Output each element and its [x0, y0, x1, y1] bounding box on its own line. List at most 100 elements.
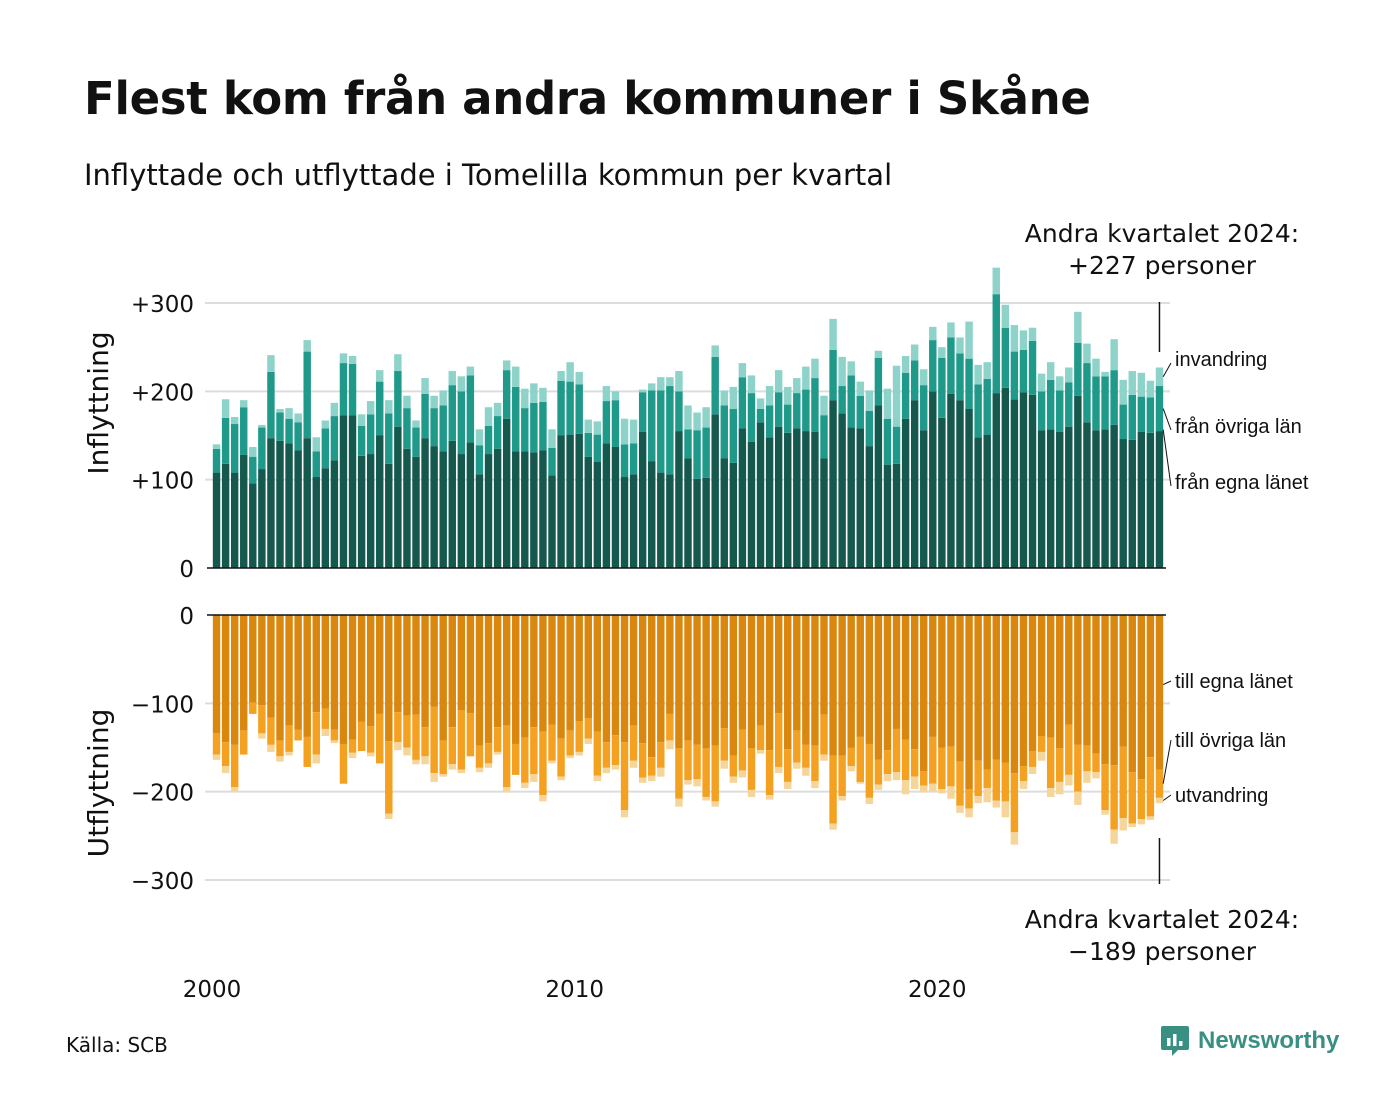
- bar-in-own-county: [1119, 439, 1127, 568]
- bar-in-own-county: [620, 477, 629, 568]
- bar-out-emigration: [267, 744, 275, 752]
- bar-out-own-county: [838, 615, 846, 756]
- bar-out-emigration: [756, 750, 765, 754]
- bar-out-own-county: [1092, 615, 1100, 754]
- bar-in-own-county: [593, 462, 602, 568]
- bar-out-other-counties: [385, 741, 393, 814]
- bar-out-own-county: [1128, 615, 1136, 773]
- series-label: till övriga län: [1175, 730, 1286, 752]
- bar-in-other-counties: [1028, 340, 1037, 395]
- bar-out-emigration: [366, 752, 375, 757]
- bar-in-immigration: [920, 369, 928, 386]
- bar-out-other-counties: [285, 725, 293, 752]
- bar-out-own-county: [910, 615, 919, 750]
- bar-in-other-counties: [847, 375, 855, 428]
- bar-out-own-county: [285, 615, 293, 726]
- bar-out-other-counties: [666, 713, 674, 741]
- bar-in-immigration: [521, 388, 529, 409]
- bar-in-other-counties: [611, 400, 620, 447]
- bar-in-other-counties: [910, 360, 919, 401]
- bar-in-immigration: [1110, 339, 1118, 371]
- bar-out-emigration: [403, 747, 411, 756]
- bar-in-own-county: [611, 446, 620, 568]
- bar-in-own-county: [992, 393, 1000, 568]
- bar-out-own-county: [675, 615, 683, 749]
- bar-out-own-county: [684, 615, 692, 741]
- bar-in-other-counties: [675, 391, 683, 432]
- bar-out-other-counties: [1137, 779, 1146, 820]
- bar-out-emigration: [448, 764, 456, 770]
- y-tick-label: −100: [131, 692, 194, 718]
- bar-out-own-county: [847, 615, 855, 748]
- bar-in-other-counties: [521, 408, 529, 452]
- bar-out-own-county: [448, 615, 456, 728]
- bar-in-immigration: [657, 377, 665, 391]
- chart-subtitle: Inflyttade och utflyttade i Tomelilla ko…: [84, 158, 893, 192]
- bar-in-immigration: [1155, 367, 1164, 387]
- bar-in-other-counties: [539, 401, 547, 451]
- bar-out-other-counties: [947, 746, 955, 787]
- bar-in-immigration: [285, 408, 293, 419]
- bar-in-own-county: [548, 475, 556, 568]
- bar-in-other-counties: [1119, 404, 1127, 440]
- bar-in-other-counties: [312, 451, 320, 478]
- bar-in-other-counties: [892, 426, 901, 464]
- bar-out-other-counties: [357, 721, 366, 752]
- bar-in-immigration: [802, 366, 810, 390]
- bar-out-own-county: [1010, 615, 1019, 774]
- bar-out-emigration: [729, 776, 738, 783]
- bar-out-emigration: [312, 754, 320, 764]
- bar-out-emigration: [394, 742, 402, 751]
- bar-in-own-county: [240, 454, 248, 568]
- bar-out-emigration: [774, 766, 783, 774]
- bar-in-other-counties: [212, 448, 221, 473]
- bar-in-own-county: [357, 455, 366, 568]
- bar-out-own-county: [629, 615, 638, 726]
- bar-in-own-county: [1037, 430, 1046, 568]
- top-callout-line1: Andra kvartalet 2024:: [1024, 219, 1300, 248]
- bar-in-other-counties: [874, 357, 883, 406]
- newsworthy-logo[interactable]: Newsworthy: [1160, 1024, 1339, 1058]
- bar-in-own-county: [738, 428, 747, 568]
- bar-in-other-counties: [756, 409, 765, 423]
- bar-out-own-county: [620, 615, 629, 743]
- bar-in-immigration: [312, 437, 320, 452]
- bar-out-own-county: [920, 615, 928, 772]
- bar-out-emigration: [638, 777, 647, 783]
- bar-out-own-county: [720, 615, 728, 729]
- bar-in-immigration: [1019, 330, 1028, 350]
- bar-out-other-counties: [811, 745, 819, 782]
- bar-in-immigration: [294, 413, 302, 423]
- bar-in-own-county: [693, 478, 701, 568]
- bar-out-other-counties: [457, 710, 466, 770]
- bar-in-immigration: [1074, 311, 1082, 343]
- bar-out-other-counties: [221, 742, 230, 767]
- bar-out-other-counties: [620, 742, 629, 811]
- bar-out-other-counties: [892, 728, 901, 773]
- bar-in-other-counties: [412, 427, 420, 457]
- bar-in-other-counties: [221, 417, 230, 464]
- bar-in-other-counties: [403, 408, 411, 449]
- bar-in-immigration: [811, 358, 819, 379]
- bar-in-own-county: [892, 463, 901, 568]
- bar-in-own-county: [249, 483, 257, 568]
- top-callout-line2: +227 personer: [1068, 251, 1256, 280]
- x-tick-label: 2020: [908, 977, 967, 1003]
- bar-out-other-counties: [466, 713, 475, 757]
- bar-out-own-county: [974, 615, 982, 761]
- bar-out-emigration: [883, 774, 892, 782]
- bar-in-immigration: [1146, 380, 1155, 398]
- bar-out-other-counties: [530, 727, 538, 774]
- bar-out-own-county: [457, 615, 466, 711]
- bar-out-own-county: [376, 615, 384, 714]
- bar-out-other-counties: [793, 730, 801, 763]
- bar-in-own-county: [784, 432, 792, 568]
- bar-in-other-counties: [394, 371, 402, 427]
- bar-in-own-county: [557, 435, 565, 568]
- bar-in-other-counties: [466, 375, 475, 443]
- bar-out-own-county: [249, 615, 257, 703]
- bar-in-other-counties: [348, 363, 357, 416]
- bar-in-immigration: [711, 345, 719, 357]
- bar-in-other-counties: [366, 414, 375, 455]
- bottom-callout-line2: −189 personer: [1068, 937, 1256, 966]
